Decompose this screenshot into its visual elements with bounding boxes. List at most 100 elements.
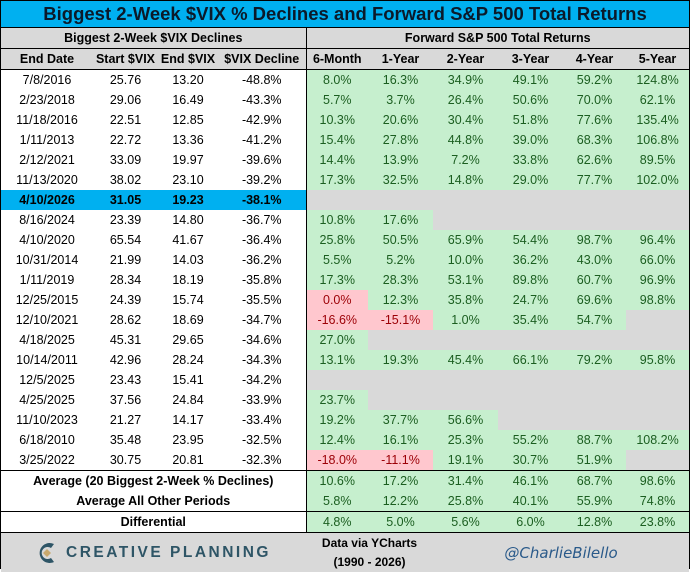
return-cell: 51.8%: [498, 110, 563, 130]
vix-cell: 65.54: [93, 230, 158, 250]
vix-cell: 30.75: [93, 450, 158, 471]
logo-text: CREATIVE PLANNING: [66, 544, 271, 562]
return-cell: 30.4%: [433, 110, 498, 130]
source-line-1: Data via YCharts: [306, 534, 433, 553]
return-cell: [626, 370, 689, 390]
return-cell: 79.2%: [563, 350, 626, 370]
summary-value: 98.6%: [626, 471, 689, 492]
return-cell: [498, 370, 563, 390]
summary-value: 12.2%: [368, 491, 433, 512]
return-cell: [433, 370, 498, 390]
column-header: 5-Year: [626, 49, 689, 70]
return-cell: 32.5%: [368, 170, 433, 190]
vix-cell: 22.51: [93, 110, 158, 130]
return-cell: 106.8%: [626, 130, 689, 150]
return-cell: [306, 190, 368, 210]
vix-cell: 29.65: [158, 330, 218, 350]
return-cell: 1.0%: [433, 310, 498, 330]
return-cell: [626, 310, 689, 330]
vix-cell: -32.3%: [218, 450, 306, 471]
footer: CREATIVE PLANNING Data via YCharts(1990 …: [1, 533, 689, 572]
return-cell: 12.4%: [306, 430, 368, 450]
vix-cell: 1/11/2013: [1, 130, 93, 150]
vix-cell: 29.06: [93, 90, 158, 110]
vix-cell: 23.43: [93, 370, 158, 390]
summary-value: 31.4%: [433, 471, 498, 492]
return-cell: 124.8%: [626, 70, 689, 91]
return-cell: 60.7%: [563, 270, 626, 290]
vix-cell: 37.56: [93, 390, 158, 410]
return-cell: 29.0%: [498, 170, 563, 190]
return-cell: 70.0%: [563, 90, 626, 110]
vix-cell: 12.85: [158, 110, 218, 130]
vix-cell: 25.76: [93, 70, 158, 91]
vix-cell: 38.02: [93, 170, 158, 190]
return-cell: 96.4%: [626, 230, 689, 250]
return-cell: 7.2%: [433, 150, 498, 170]
column-header: 1-Year: [368, 49, 433, 70]
summary-value: 6.0%: [498, 512, 563, 533]
return-cell: -16.6%: [306, 310, 368, 330]
return-cell: 98.8%: [626, 290, 689, 310]
vix-cell: -34.6%: [218, 330, 306, 350]
vix-cell: -36.7%: [218, 210, 306, 230]
return-cell: 12.3%: [368, 290, 433, 310]
return-cell: 33.8%: [498, 150, 563, 170]
summary-value: 74.8%: [626, 491, 689, 512]
return-cell: 69.6%: [563, 290, 626, 310]
return-cell: 19.2%: [306, 410, 368, 430]
return-cell: 35.8%: [433, 290, 498, 310]
vix-cell: 8/16/2024: [1, 210, 93, 230]
return-cell: [498, 390, 563, 410]
return-cell: [563, 390, 626, 410]
return-cell: [433, 210, 498, 230]
return-cell: 88.7%: [563, 430, 626, 450]
column-header: End Date: [1, 49, 93, 70]
return-cell: 59.2%: [563, 70, 626, 91]
right-group-header: Forward S&P 500 Total Returns: [306, 28, 689, 49]
summary-value: 12.8%: [563, 512, 626, 533]
summary-value: 68.7%: [563, 471, 626, 492]
left-group-header: Biggest 2-Week $VIX Declines: [1, 28, 306, 49]
author-handle-cell: @CharlieBilello: [433, 533, 689, 572]
return-cell: 8.0%: [306, 70, 368, 91]
vix-cell: 13.36: [158, 130, 218, 150]
vix-cell: 45.31: [93, 330, 158, 350]
return-cell: 65.9%: [433, 230, 498, 250]
return-cell: [498, 410, 563, 430]
vix-cell: 23.39: [93, 210, 158, 230]
return-cell: [563, 210, 626, 230]
return-cell: 77.7%: [563, 170, 626, 190]
return-cell: 16.1%: [368, 430, 433, 450]
vix-cell: 24.39: [93, 290, 158, 310]
column-header: Start $VIX: [93, 49, 158, 70]
return-cell: 35.4%: [498, 310, 563, 330]
summary-value: 10.6%: [306, 471, 368, 492]
return-cell: 62.6%: [563, 150, 626, 170]
summary-label: Average (20 Biggest 2-Week % Declines): [1, 471, 306, 492]
vix-cell: 23.95: [158, 430, 218, 450]
summary-label: Average All Other Periods: [1, 491, 306, 512]
vix-cell: 10/31/2014: [1, 250, 93, 270]
vix-cell: -34.3%: [218, 350, 306, 370]
return-cell: 36.2%: [498, 250, 563, 270]
return-cell: 24.7%: [498, 290, 563, 310]
return-cell: 66.1%: [498, 350, 563, 370]
summary-row: Average (20 Biggest 2-Week % Declines)10…: [1, 471, 689, 492]
return-cell: [368, 370, 433, 390]
return-cell: 13.1%: [306, 350, 368, 370]
author-handle: @CharlieBilello: [504, 544, 617, 562]
return-cell: 14.8%: [433, 170, 498, 190]
return-cell: 23.7%: [306, 390, 368, 410]
column-header: End $VIX: [158, 49, 218, 70]
return-cell: 17.3%: [306, 270, 368, 290]
summary-value: 5.8%: [306, 491, 368, 512]
